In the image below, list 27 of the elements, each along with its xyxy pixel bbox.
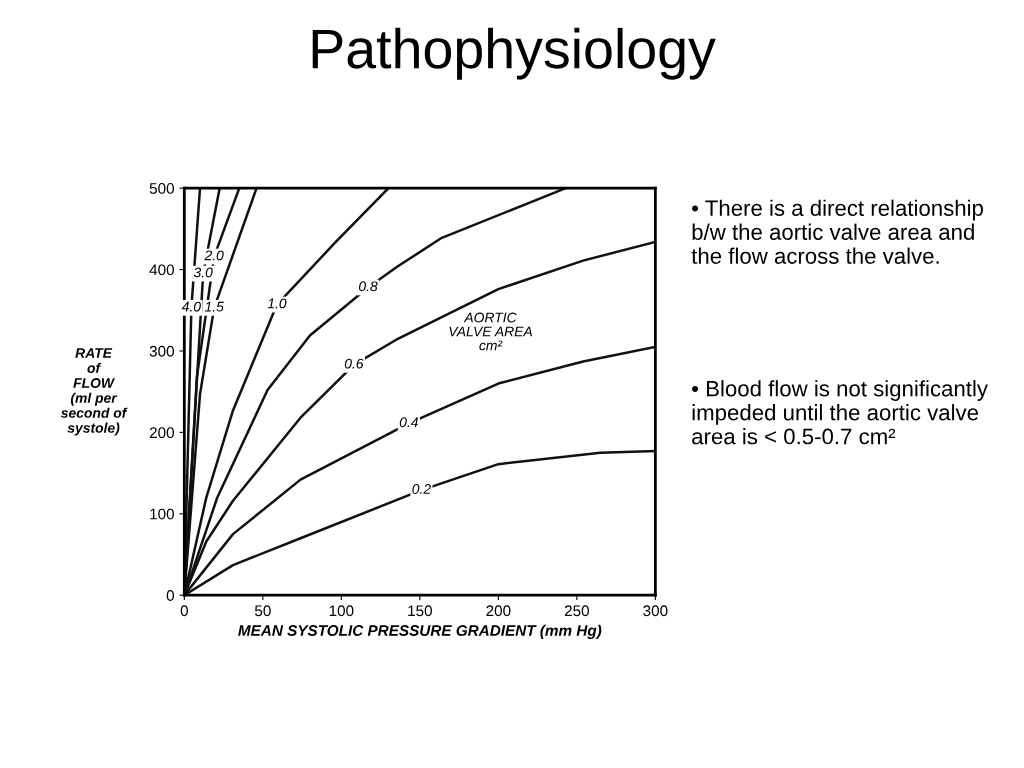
x-tick-label: 150 <box>408 605 432 617</box>
series-label: 0.4 <box>399 417 418 428</box>
series-label: 1.5 <box>204 301 224 312</box>
y-tick-label: 300 <box>149 345 174 357</box>
y-tick-label: 100 <box>150 508 174 520</box>
series-label: 2.0 <box>204 250 224 261</box>
x-tick-label: 300 <box>643 605 668 617</box>
y-tick-label: 200 <box>149 427 174 439</box>
series-label: 4.0 <box>181 301 201 312</box>
text: • There is a direct relationship b/w the aortic valve area and the flow across the valve. <box>691 199 983 264</box>
series-label: 0.2 <box>412 484 431 494</box>
annotation: AORTIC VALVE AREA cm² <box>449 312 532 351</box>
y-tick-label: 0 <box>166 590 174 601</box>
series-label: 3.0 <box>193 267 213 278</box>
series-label: 1.0 <box>267 298 287 309</box>
y-tick-label: 500 <box>149 183 174 194</box>
text: • Blood flow is not significantly impeded until the aortic valve area is < 0.5-0.7 cm² <box>692 380 988 445</box>
chart-title: Pathophysiology <box>312 27 716 80</box>
series-label: 0.6 <box>344 358 364 369</box>
x-tick-label: 100 <box>329 605 354 617</box>
y-axis-title: RATE of FLOW (ml per second of systole) <box>60 348 128 436</box>
y-tick-label: 400 <box>149 264 174 276</box>
x-tick-label: 0 <box>180 605 188 617</box>
x-axis-title: MEAN SYSTOLIC PRESSURE GRADIENT (mm Hg) <box>238 624 602 639</box>
x-tick-label: 50 <box>254 605 271 617</box>
x-tick-label: 250 <box>564 605 589 617</box>
x-tick-label: 200 <box>486 605 511 617</box>
